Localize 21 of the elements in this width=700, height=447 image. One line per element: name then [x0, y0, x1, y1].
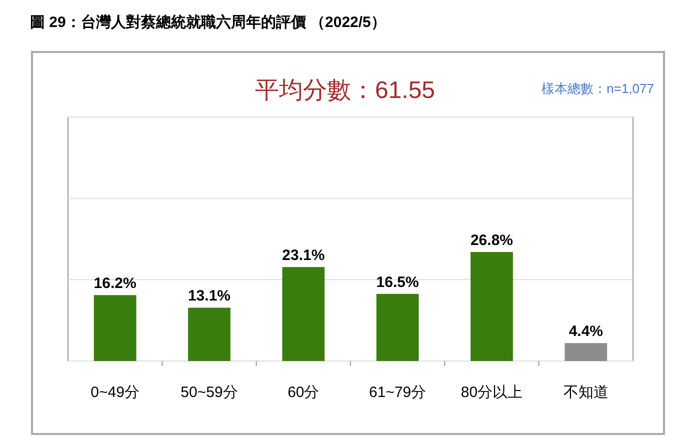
- x-tick-label: 61~79分: [369, 384, 426, 401]
- data-label: 26.8%: [470, 232, 514, 250]
- chart-subtitle: 平均分數：61.55: [254, 77, 436, 104]
- bar: [282, 267, 325, 361]
- bar: [470, 252, 513, 361]
- data-label: 23.1%: [282, 247, 325, 264]
- text: 樣本總數：n=1,077: [542, 81, 654, 96]
- bar: [564, 343, 608, 361]
- x-tick-label: 60分: [288, 384, 320, 401]
- x-tick-label: 不知道: [563, 384, 608, 401]
- x-tick-label: 80分以上: [460, 384, 523, 401]
- bar: [94, 295, 136, 361]
- data-label: 16.2%: [94, 275, 136, 292]
- data-label: 4.4%: [568, 323, 604, 340]
- chart-title: 圖 29：台灣人對蔡總統就職六周年的評價 （2022/5）: [30, 13, 386, 31]
- bar: [376, 294, 419, 361]
- x-tick-label: 0~49分: [90, 384, 140, 401]
- x-tick-label: 50~59分: [180, 384, 238, 401]
- data-label: 13.1%: [188, 288, 231, 305]
- bar: [188, 308, 230, 361]
- data-label: 16.5%: [376, 274, 419, 291]
